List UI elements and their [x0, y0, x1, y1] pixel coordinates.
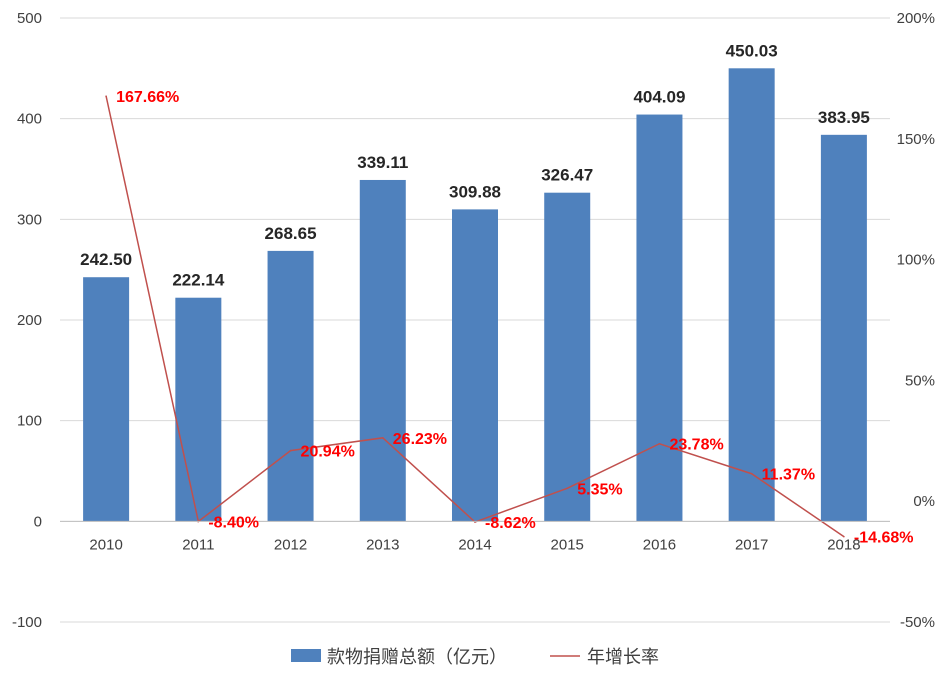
bar-value-label: 242.50 [80, 250, 132, 269]
x-tick-label: 2017 [735, 536, 768, 553]
legend-line-label: 年增长率 [587, 647, 659, 667]
bar [359, 179, 406, 522]
y-right-tick-label: 200% [897, 10, 935, 27]
bar [267, 250, 314, 522]
bar-value-label: 339.11 [357, 153, 408, 172]
x-tick-label: 2018 [827, 536, 860, 553]
growth-point [105, 95, 107, 97]
y-right-tick-label: 0% [913, 493, 935, 510]
legend: 款物捐赠总额（亿元） 年增长率 [291, 647, 659, 667]
bar-value-label: 309.88 [449, 182, 501, 201]
legend-bar-label: 款物捐赠总额（亿元） [327, 647, 507, 667]
y-left-tick-label: -100 [12, 614, 42, 631]
growth-value-label: 26.23% [393, 431, 447, 448]
growth-value-label: -8.62% [485, 515, 536, 532]
bar-value-label: 268.65 [265, 224, 317, 243]
line-series [105, 95, 845, 538]
x-tick-label: 2012 [274, 536, 307, 553]
y-left-tick-label: 200 [17, 312, 42, 329]
growth-point [566, 487, 569, 490]
growth-point [658, 442, 661, 445]
x-tick-label: 2015 [551, 536, 584, 553]
growth-point [843, 535, 845, 538]
y-left-tick-label: 400 [17, 111, 42, 128]
x-tick-label: 2011 [182, 536, 214, 553]
bar [728, 68, 775, 522]
growth-value-label: 20.94% [301, 444, 355, 461]
y-left-tick-label: 300 [17, 211, 42, 228]
x-tick-label: 2013 [366, 536, 399, 553]
y-right-tick-label: -50% [900, 614, 935, 631]
growth-value-label: -14.68% [854, 530, 914, 547]
growth-value-label: 5.35% [577, 481, 622, 498]
bar [83, 277, 130, 522]
data-labels: 242.50 222.14 268.65 339.11 309.88 326.47 404.… [80, 41, 913, 546]
bar-value-label: 450.03 [726, 41, 778, 60]
x-tick-label: 2016 [643, 536, 676, 553]
growth-point [750, 472, 753, 475]
bar-series [83, 68, 867, 522]
growth-value-label: 11.37% [762, 467, 815, 484]
growth-point [289, 449, 292, 452]
y-left-tick-label: 0 [34, 513, 42, 530]
bar [175, 297, 222, 522]
y-left-tick-label: 500 [17, 10, 42, 27]
growth-value-label: -8.40% [208, 514, 259, 531]
growth-value-label: 23.78% [669, 437, 723, 454]
axes: 500 400 300 200 100 0 -100 200% 150% 100% 50% 0% -50… [12, 10, 935, 631]
bar-value-label: 383.95 [818, 108, 870, 127]
x-tick-label: 2014 [458, 536, 491, 553]
bar [452, 209, 498, 522]
bar-value-label: 404.09 [633, 88, 685, 107]
bar-value-label: 222.14 [172, 271, 225, 290]
bar [544, 192, 591, 522]
x-tick-label: 2010 [89, 536, 122, 553]
legend-bar-swatch [291, 649, 321, 662]
bar-value-label: 326.47 [541, 166, 593, 185]
y-right-tick-label: 50% [905, 372, 935, 389]
bar [636, 114, 683, 522]
y-right-tick-label: 100% [897, 252, 935, 269]
growth-point [381, 437, 384, 439]
y-right-tick-label: 150% [897, 131, 935, 148]
growth-value-label: 167.66% [116, 89, 179, 106]
bar [820, 134, 867, 522]
y-left-tick-label: 100 [17, 413, 42, 430]
